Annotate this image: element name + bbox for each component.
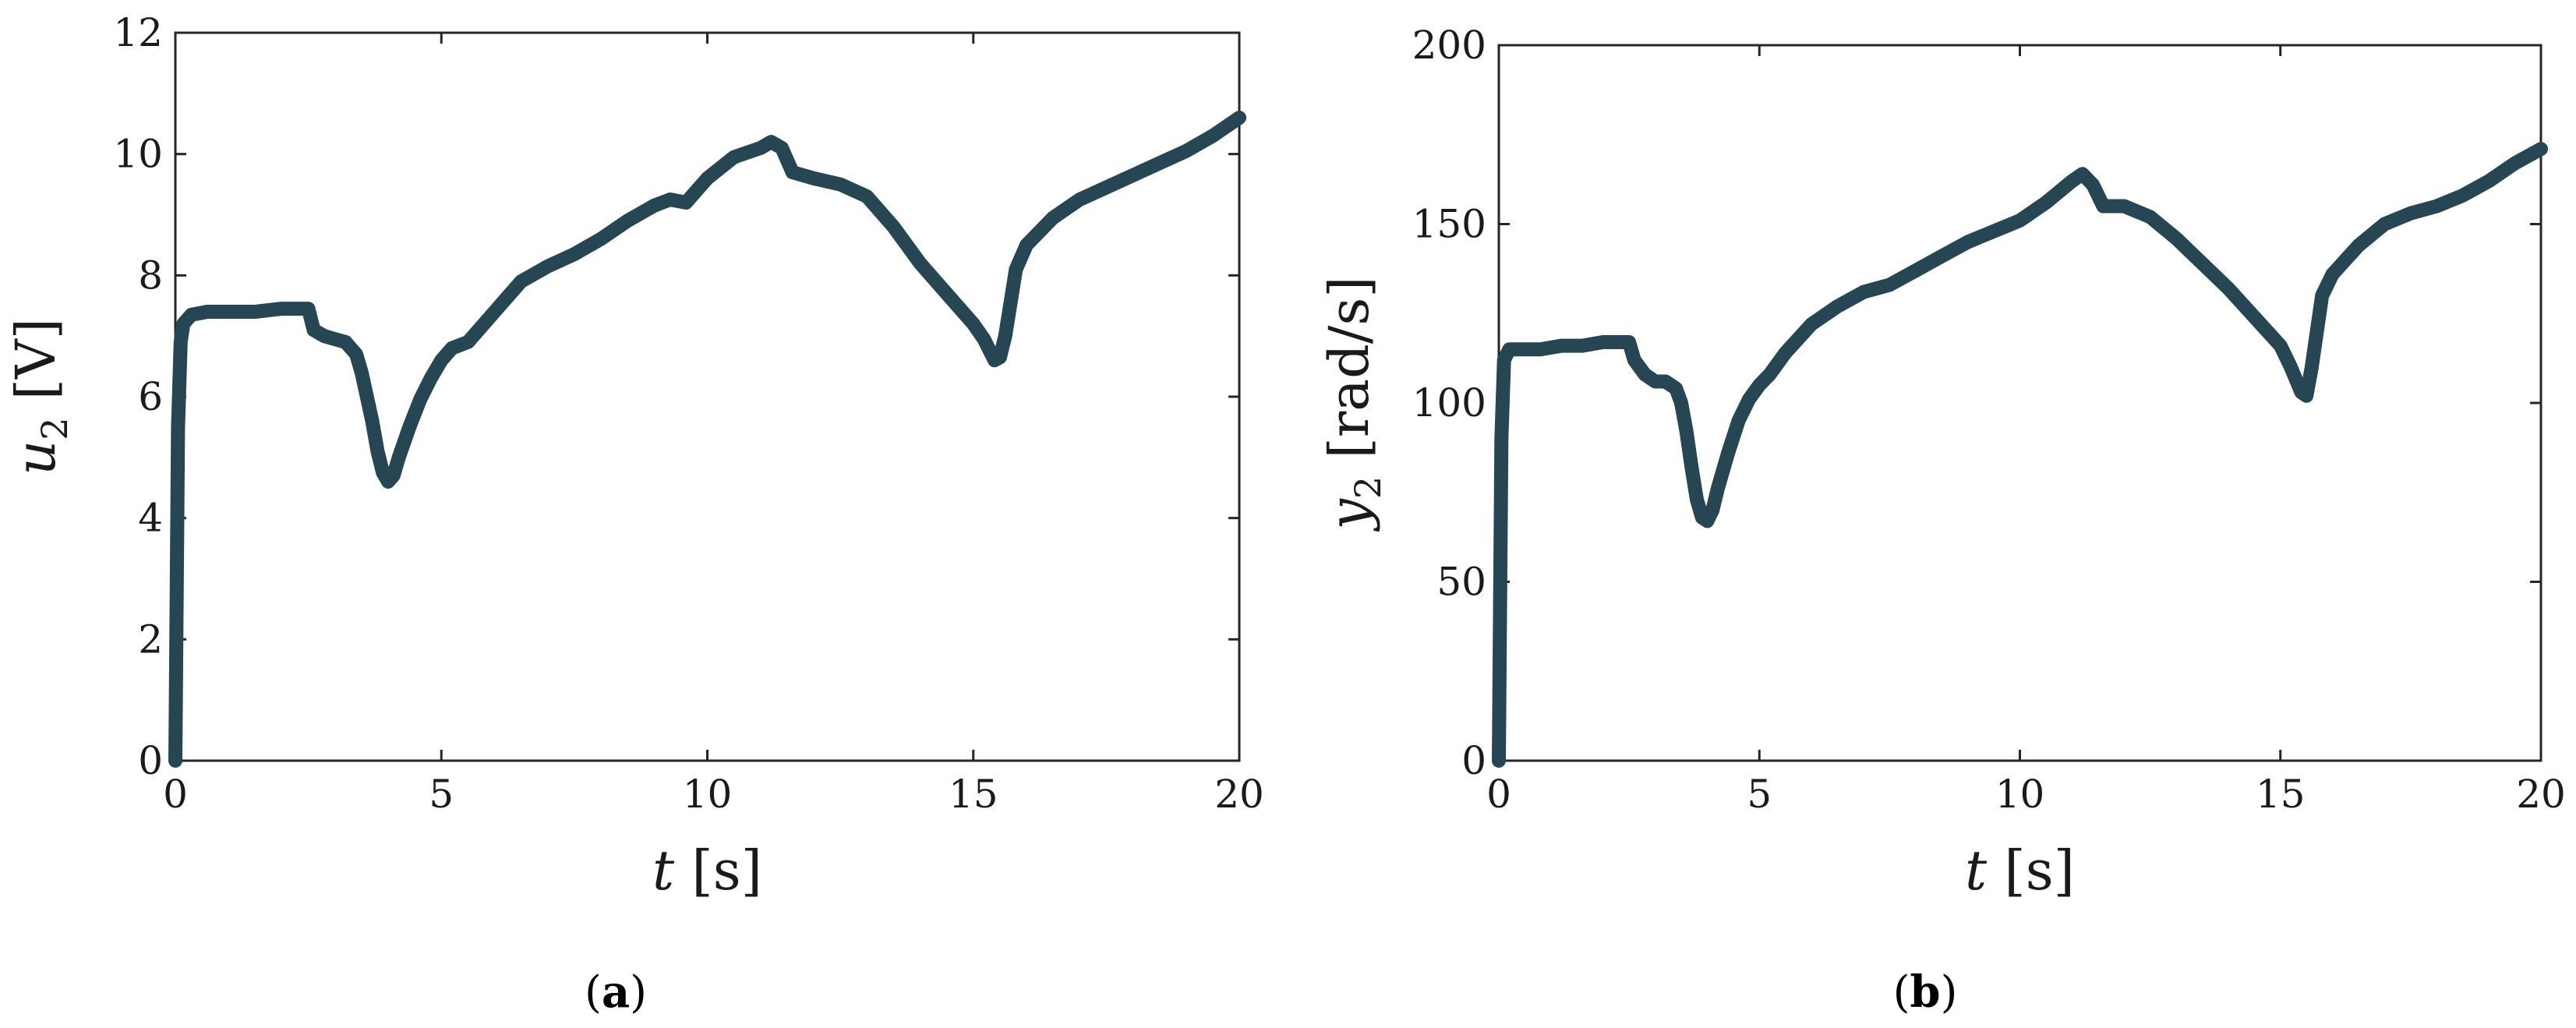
x-tick-label: 15 — [2256, 772, 2306, 817]
y-tick-label: 8 — [138, 253, 163, 298]
x-tick-label: 0 — [163, 772, 188, 817]
x-axis-label: t [s] — [1965, 839, 2075, 903]
x-axis-label: t [s] — [652, 839, 762, 903]
series-line — [1492, 142, 2548, 768]
y-tick-label: 100 — [1412, 380, 1486, 426]
y-axis-label: y2 [rad/s] — [1317, 276, 1389, 532]
x-tick-label: 5 — [429, 772, 454, 817]
y-tick-label: 10 — [113, 132, 163, 177]
plot-frame — [1497, 44, 2542, 762]
y-tick-label: 2 — [138, 616, 163, 662]
y-tick-label: 6 — [138, 374, 163, 419]
x-tick-label: 20 — [1214, 772, 1264, 817]
panel-caption: (b) — [1893, 966, 1958, 1018]
x-tick-label: 0 — [1486, 772, 1511, 817]
y-tick-label: 12 — [113, 10, 163, 55]
y-tick-label: 150 — [1412, 202, 1486, 247]
x-tick-label: 15 — [949, 772, 998, 817]
y-tick-label: 0 — [138, 738, 163, 783]
y-tick-label: 4 — [138, 496, 163, 541]
x-tick-label: 5 — [1747, 772, 1772, 817]
panel-caption: (a) — [585, 966, 647, 1018]
x-tick-label: 10 — [683, 772, 733, 817]
panel-a: 0 5 10 15 20 0 2 4 6 8 10 12 t [s] u2 [V] (a) — [4, 10, 1264, 1018]
y-axis-label: u2 [V] — [4, 318, 76, 475]
x-tick-label: 20 — [2516, 772, 2566, 817]
plot-frame — [174, 31, 1241, 762]
y-tick-label: 50 — [1436, 560, 1486, 605]
y-tick-label: 200 — [1412, 23, 1486, 68]
x-tick-label: 10 — [1995, 772, 2045, 817]
y-tick-label: 0 — [1461, 738, 1486, 783]
series-line — [168, 111, 1246, 768]
